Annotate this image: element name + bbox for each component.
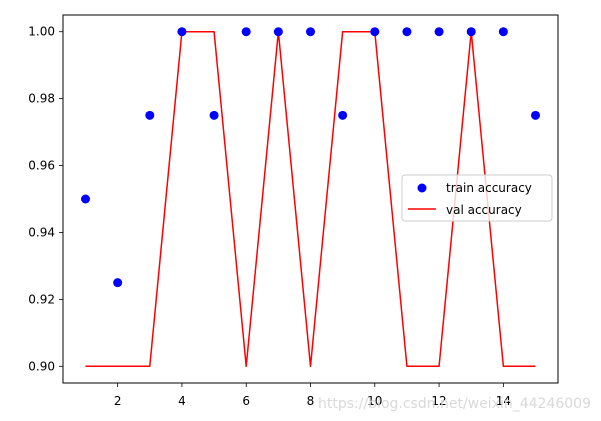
x-axis-ticks: 2 4 6 8 10 12 14 [114,383,511,408]
train-accuracy-point [306,27,315,37]
y-tick-label: 0.94 [28,225,55,239]
train-accuracy-point [273,27,283,37]
x-tick-label: 6 [242,394,250,408]
x-tick-label: 8 [307,394,315,408]
x-tick-label: 14 [496,394,511,408]
x-tick-label: 2 [114,394,122,408]
x-tick-label: 4 [178,394,186,408]
train-accuracy-series [81,27,540,288]
legend-val-label: val accuracy [446,203,522,217]
train-accuracy-point [466,27,476,37]
x-tick-label: 12 [431,394,446,408]
y-tick-label: 1.00 [28,25,55,39]
y-tick-label: 0.96 [28,159,55,173]
train-accuracy-point [498,27,508,37]
train-accuracy-point [434,27,444,37]
train-accuracy-point [113,278,123,288]
train-accuracy-point [338,110,348,120]
x-tick-label: 10 [367,394,382,408]
legend-train-label: train accuracy [446,181,532,195]
val-accuracy-line [85,30,536,368]
train-accuracy-point [241,27,251,37]
watermark-text: https://blog.csdn.net/weixin_44246009 [318,396,591,412]
legend: train accuracy val accuracy [401,174,553,222]
val-accuracy-series [85,30,536,368]
train-accuracy-point [209,110,219,120]
train-accuracy-point [402,27,412,37]
train-accuracy-point [531,110,540,120]
train-accuracy-point [81,194,90,204]
legend-train-marker [417,183,427,193]
y-axis-ticks: 0.90 0.92 0.94 0.96 0.98 1.00 [28,25,63,373]
y-tick-label: 0.98 [28,92,55,106]
y-tick-label: 0.92 [28,292,55,306]
y-tick-label: 0.90 [28,359,55,373]
train-accuracy-point [177,27,187,37]
legend-box [401,174,553,222]
train-accuracy-point [370,27,380,37]
train-accuracy-point [145,110,155,120]
